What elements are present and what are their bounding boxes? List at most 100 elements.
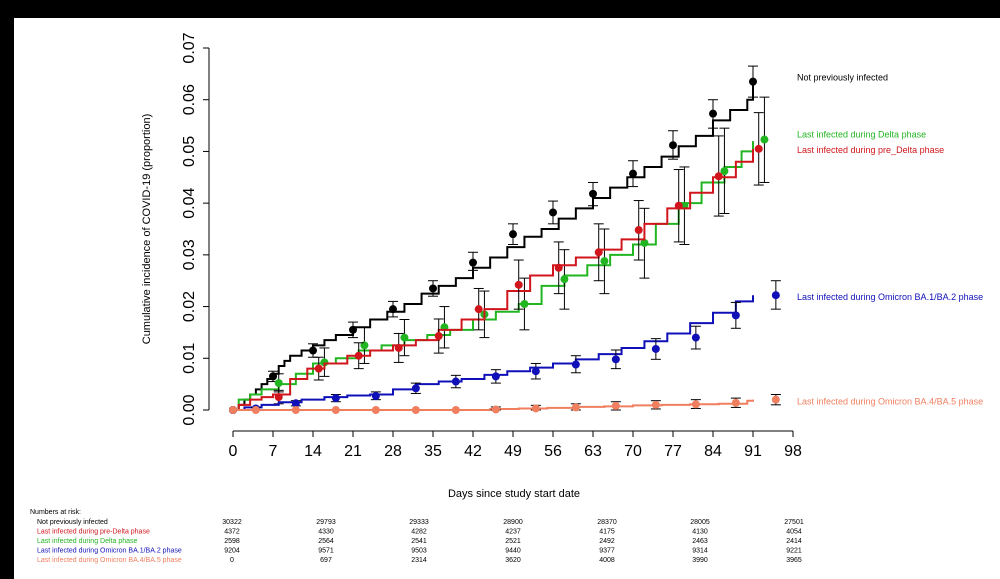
data-point <box>229 406 237 414</box>
data-point <box>354 351 363 360</box>
risk-row-label: Last infected during pre-Delta phase <box>37 529 150 536</box>
risk-row-label: Last infected during Delta phase <box>37 538 138 545</box>
data-point <box>274 393 283 402</box>
risk-cell: 697 <box>320 557 332 564</box>
data-point <box>411 406 420 414</box>
risk-cell: 28900 <box>503 519 523 526</box>
data-point <box>434 332 443 341</box>
data-point <box>549 208 557 217</box>
risk-cell: 9314 <box>692 548 708 555</box>
risk-cell: 4130 <box>692 529 708 536</box>
y-tick-label: 0.04 <box>181 187 198 218</box>
legend-label: Last infected during Omicron BA.4/BA.5 p… <box>797 397 983 407</box>
risk-cell: 9377 <box>599 548 615 555</box>
data-point <box>411 384 420 393</box>
risk-cell: 3965 <box>786 557 802 564</box>
risk-cell: 2414 <box>786 538 802 545</box>
data-point <box>291 406 300 414</box>
risk-cell: 4008 <box>599 557 615 564</box>
data-point <box>251 406 260 414</box>
risk-cell: 2541 <box>411 538 427 545</box>
data-point <box>531 404 540 413</box>
risk-cell: 9440 <box>505 548 521 555</box>
data-point <box>691 400 700 409</box>
risk-table-heading: Numbers at risk: <box>30 509 81 516</box>
risk-cell: 2521 <box>505 538 521 545</box>
data-point <box>509 230 517 239</box>
data-point <box>611 355 620 364</box>
x-tick-label: 91 <box>744 443 762 460</box>
x-tick-label: 0 <box>229 443 238 460</box>
x-tick-label: 84 <box>704 443 722 460</box>
data-point <box>754 144 763 153</box>
risk-cell: 3620 <box>505 557 521 564</box>
risk-cell: 3990 <box>692 557 708 564</box>
data-point <box>714 172 723 181</box>
risk-cell: 4237 <box>505 529 521 536</box>
data-point <box>514 280 523 289</box>
legend-label: Last infected during Delta phase <box>797 129 926 139</box>
y-axis-title: Cumulative incidence of COVID-19 (propor… <box>141 114 153 345</box>
data-point <box>429 284 437 293</box>
data-point <box>709 109 717 118</box>
risk-cell: 2492 <box>599 538 615 545</box>
data-point <box>720 167 729 176</box>
data-point <box>651 344 660 353</box>
risk-cell: 27501 <box>784 519 804 526</box>
risk-cell: 4372 <box>224 529 240 536</box>
x-tick-label: 7 <box>269 443 278 460</box>
data-point <box>629 169 637 178</box>
x-tick-label: 49 <box>504 443 522 460</box>
data-point <box>651 400 660 409</box>
x-tick-label: 56 <box>544 443 562 460</box>
data-point <box>731 398 740 407</box>
risk-cell: 28370 <box>597 519 617 526</box>
data-point <box>451 406 460 414</box>
data-point <box>669 141 677 150</box>
x-tick-label: 35 <box>424 443 442 460</box>
data-point <box>291 399 300 408</box>
data-point <box>674 201 683 210</box>
legend-label: Last infected during pre_Delta phase <box>797 145 944 155</box>
legend-label: Not previously infected <box>797 72 888 82</box>
x-tick-label: 14 <box>304 443 322 460</box>
risk-cell: 29333 <box>409 519 429 526</box>
data-point <box>331 394 340 403</box>
data-point <box>474 305 483 314</box>
data-point <box>360 341 369 350</box>
data-point <box>771 291 780 300</box>
data-point <box>309 346 317 355</box>
series-line-2 <box>233 148 754 411</box>
data-point <box>691 333 700 342</box>
data-point <box>531 367 540 376</box>
x-tick-label: 42 <box>464 443 482 460</box>
x-tick-label: 28 <box>384 443 402 460</box>
data-point <box>640 238 649 247</box>
data-point <box>491 372 500 381</box>
data-point <box>760 135 769 144</box>
data-point <box>560 275 569 284</box>
risk-cell: 9503 <box>411 548 427 555</box>
data-point <box>554 263 563 272</box>
risk-cell: 2598 <box>224 538 240 545</box>
risk-cell: 9571 <box>318 548 334 555</box>
data-point <box>349 325 357 334</box>
x-axis-title: Days since study start date <box>448 488 580 500</box>
data-point <box>469 258 477 267</box>
data-point <box>331 406 340 414</box>
data-point <box>600 257 609 266</box>
data-point <box>634 226 643 235</box>
series-line-4 <box>233 399 754 411</box>
risk-cell: 2564 <box>318 538 334 545</box>
data-point <box>749 77 757 86</box>
y-tick-label: 0.02 <box>181 291 198 322</box>
data-point <box>731 311 740 320</box>
series-line-3 <box>233 295 754 411</box>
risk-row-label: Last infected during Omicron BA.1/BA.2 p… <box>37 548 182 555</box>
data-point <box>594 248 603 257</box>
data-point <box>451 377 460 386</box>
data-point <box>314 364 323 373</box>
risk-cell: 4054 <box>786 529 802 536</box>
x-tick-label: 63 <box>584 443 602 460</box>
